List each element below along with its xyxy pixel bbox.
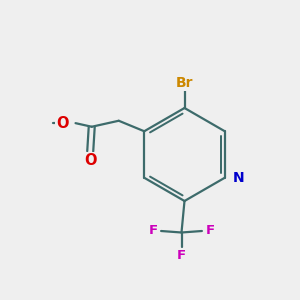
Text: Br: Br [176,76,193,90]
Text: F: F [206,224,214,238]
Text: N: N [232,171,244,185]
Text: O: O [84,153,97,168]
Text: F: F [177,249,186,262]
Text: F: F [148,224,158,238]
Text: O: O [56,116,69,131]
